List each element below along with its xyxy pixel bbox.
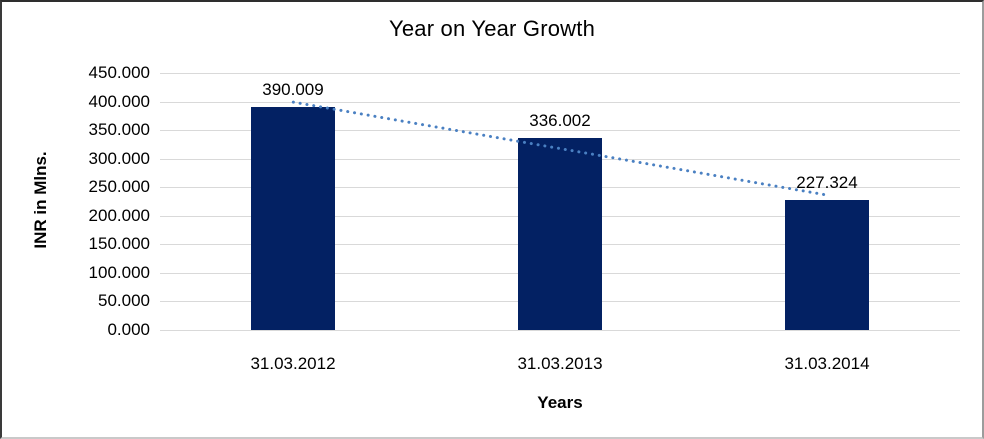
y-tick-label: 350.000 (88, 120, 150, 139)
data-label: 227.324 (796, 173, 858, 192)
y-tick-label: 250.000 (88, 177, 150, 196)
gridline (160, 330, 960, 331)
y-tick-label: 450.000 (88, 63, 150, 82)
y-tick-label: 300.000 (88, 149, 150, 168)
y-tick-label: 0.000 (107, 320, 150, 339)
x-tick-label: 31.03.2014 (784, 354, 870, 373)
y-tick-label: 150.000 (88, 234, 150, 253)
bar-31.03.2014 (785, 200, 869, 330)
x-tick-label: 31.03.2013 (517, 354, 603, 373)
y-tick-label: 50.000 (98, 291, 150, 310)
bar-31.03.2012 (251, 107, 335, 330)
y-tick-label: 400.000 (88, 92, 150, 111)
x-tick-label: 31.03.2012 (250, 354, 336, 373)
gridline (160, 73, 960, 74)
data-label: 390.009 (262, 80, 324, 99)
x-axis-title: Years (537, 393, 583, 412)
plot-area: 390.009 336.002 227.324 (160, 73, 960, 331)
y-tick-label: 100.000 (88, 263, 150, 282)
y-tick-label: 200.000 (88, 206, 150, 225)
gridline (160, 102, 960, 103)
chart-title: Year on Year Growth (388, 16, 596, 41)
bar-31.03.2013 (518, 138, 602, 330)
data-label: 336.002 (529, 111, 591, 130)
